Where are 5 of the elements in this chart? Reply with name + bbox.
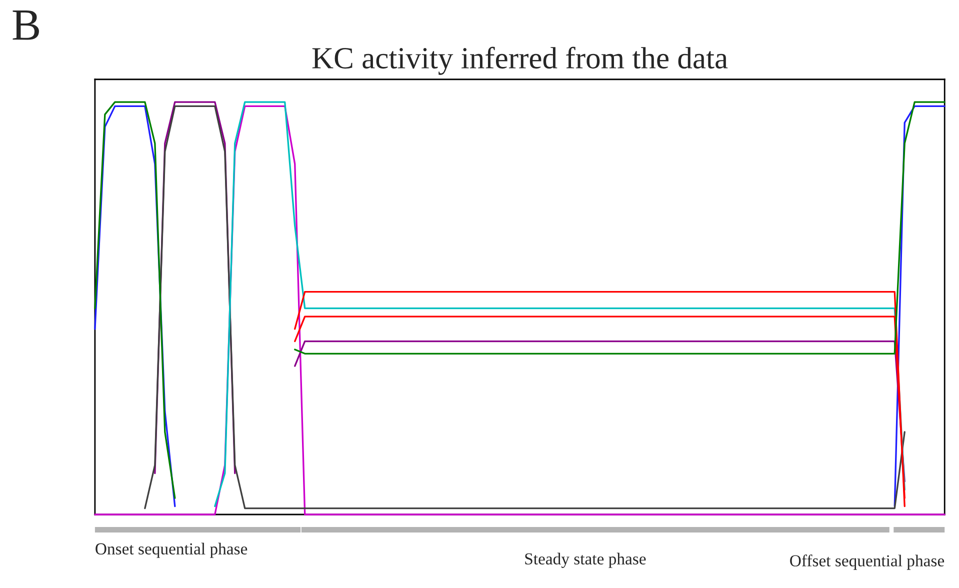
text: Steady state phase: [525, 552, 646, 568]
text: Onset sequential phase: [96, 542, 248, 558]
text: Offset sequential phase: [790, 554, 944, 570]
chart-title: KC activity inferred from the data: [312, 46, 728, 75]
text: B: [12, 10, 39, 40]
